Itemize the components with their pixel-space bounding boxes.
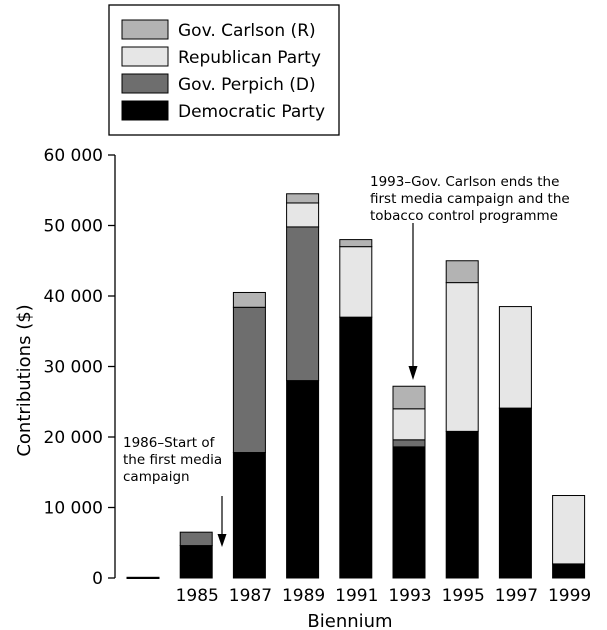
legend-label: Gov. Carlson (R) bbox=[178, 21, 316, 41]
bar-segment-democratic-party-1995 bbox=[445, 430, 479, 579]
annotation-1986-line: campaign bbox=[123, 469, 190, 485]
legend-label: Republican Party bbox=[178, 48, 321, 68]
legend-swatch bbox=[121, 46, 169, 67]
bar-segment-gov-perpich-d-1985 bbox=[179, 531, 213, 547]
bar-segment-republican-party-1991 bbox=[339, 246, 373, 318]
bar-segment-democratic-party-1985 bbox=[179, 545, 213, 579]
bar-segment-republican-party-1999 bbox=[552, 495, 586, 565]
bar-segment-democratic-party-1999 bbox=[552, 563, 586, 579]
annotation-1993-line: tobacco control programme bbox=[370, 208, 558, 224]
bar-segment-gov-carlson-r-1987 bbox=[232, 291, 266, 308]
x-tick-label: 1993 bbox=[388, 586, 431, 606]
x-tick-label: 1989 bbox=[282, 586, 325, 606]
x-axis-title: Biennium bbox=[307, 611, 392, 630]
bar-segment-democratic-party-1991 bbox=[339, 316, 373, 579]
annotation-1993-line: first media campaign and the bbox=[370, 191, 570, 207]
bars bbox=[126, 193, 586, 579]
legend: Gov. Carlson (R) Republican Party Gov. Per… bbox=[108, 4, 340, 136]
y-tick-label: 60 000 bbox=[44, 146, 103, 166]
legend-swatch bbox=[121, 73, 169, 94]
y-tick-label: 10 000 bbox=[44, 499, 103, 519]
bar-segment-republican-party-1989 bbox=[286, 202, 320, 228]
bar-segment-democratic-party-first bbox=[126, 576, 160, 579]
x-tick-label: 1995 bbox=[442, 586, 485, 606]
annotation-1986-line: the first media bbox=[123, 452, 222, 468]
x-tick-label: 1999 bbox=[548, 586, 591, 606]
y-tick-label: 50 000 bbox=[44, 217, 103, 237]
bar-segment-gov-perpich-d-1987 bbox=[232, 306, 266, 454]
legend-label: Gov. Perpich (D) bbox=[178, 75, 316, 95]
bar-segment-gov-carlson-r-1991 bbox=[339, 239, 373, 248]
x-tick-label: 1985 bbox=[176, 586, 219, 606]
y-tick-label: 30 000 bbox=[44, 358, 103, 378]
x-axis: 1985 1987 1989 1991 1993 1995 1997 1999 Biennium bbox=[176, 586, 592, 630]
legend-swatch bbox=[121, 100, 169, 121]
bar-segment-democratic-party-1997 bbox=[498, 407, 532, 579]
bar-segment-gov-perpich-d-1993 bbox=[392, 439, 426, 448]
y-axis: 0 10 000 20 000 30 000 40 000 50 000 60 000 Con… bbox=[14, 146, 116, 589]
bar-segment-gov-perpich-d-1989 bbox=[286, 226, 320, 382]
x-tick-label: 1987 bbox=[229, 586, 272, 606]
bar-segment-republican-party-1993 bbox=[392, 408, 426, 441]
bar-segment-gov-carlson-r-1993 bbox=[392, 385, 426, 410]
bar-segment-democratic-party-1989 bbox=[286, 380, 320, 579]
y-tick-label: 0 bbox=[92, 569, 103, 589]
x-tick-label: 1991 bbox=[335, 586, 378, 606]
bar-segment-republican-party-1995 bbox=[445, 282, 479, 432]
y-axis-title: Contributions ($) bbox=[14, 304, 35, 456]
y-tick-label: 40 000 bbox=[44, 287, 103, 307]
legend-label: Democratic Party bbox=[178, 102, 325, 122]
annotation-1993-line: 1993–Gov. Carlson ends the bbox=[370, 174, 559, 190]
bar-segment-gov-carlson-r-1989 bbox=[286, 193, 320, 204]
bar-segment-republican-party-1997 bbox=[498, 306, 532, 409]
y-tick-label: 20 000 bbox=[44, 428, 103, 448]
annotation-1993-arrowhead bbox=[408, 366, 418, 380]
bar-segment-gov-carlson-r-1995 bbox=[445, 260, 479, 284]
bar-segment-democratic-party-1993 bbox=[392, 446, 426, 579]
annotation-1986-arrowhead bbox=[217, 534, 227, 547]
annotation-1986-line: 1986–Start of bbox=[123, 435, 216, 451]
bar-segment-democratic-party-1987 bbox=[232, 452, 266, 579]
legend-swatch bbox=[121, 19, 169, 40]
x-tick-label: 1997 bbox=[495, 586, 538, 606]
